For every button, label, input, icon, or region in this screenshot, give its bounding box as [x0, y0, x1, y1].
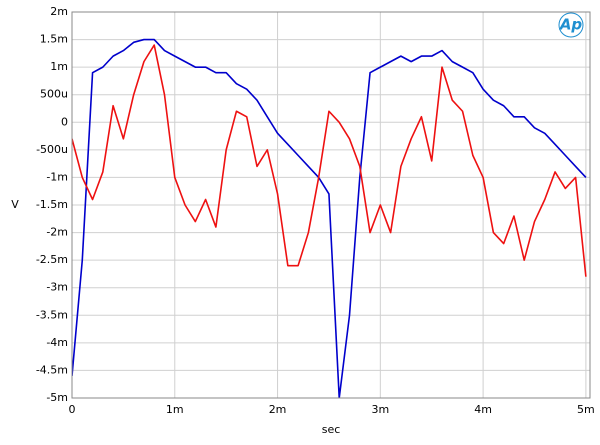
x-tick-label: 1m: [166, 403, 184, 416]
x-tick-label: 5m: [577, 403, 595, 416]
y-tick-label: -1m: [46, 170, 68, 183]
y-tick-label: -500u: [36, 143, 68, 156]
y-tick-label: -5m: [46, 391, 68, 404]
logo: Ap: [559, 16, 583, 34]
y-tick-label: -3m: [46, 281, 68, 294]
y-tick-label: -4m: [46, 336, 68, 349]
plot-frame: [71, 11, 591, 399]
y-tick-label: 1.5m: [40, 33, 68, 46]
x-tick-label: 3m: [371, 403, 389, 416]
y-tick-label: 2m: [50, 5, 68, 18]
y-tick-label: -2m: [46, 226, 68, 239]
x-axis-label: sec: [322, 423, 341, 436]
y-axis-label: V: [11, 198, 19, 211]
y-tick-label: -2.5m: [36, 253, 68, 266]
x-tick-label: 0: [69, 403, 76, 416]
y-tick-label: -3.5m: [36, 308, 68, 321]
y-tick-label: 0: [61, 115, 68, 128]
y-tick-label: -4.5m: [36, 363, 68, 376]
x-tick-label: 2m: [269, 403, 287, 416]
y-tick-label: 1m: [50, 60, 68, 73]
x-tick-label: 4m: [474, 403, 492, 416]
y-tick-label: -1.5m: [36, 198, 68, 211]
y-tick-label: 500u: [40, 88, 68, 101]
logo-ring: [558, 12, 584, 38]
series-line: [72, 44, 587, 277]
series-line: [72, 38, 587, 398]
